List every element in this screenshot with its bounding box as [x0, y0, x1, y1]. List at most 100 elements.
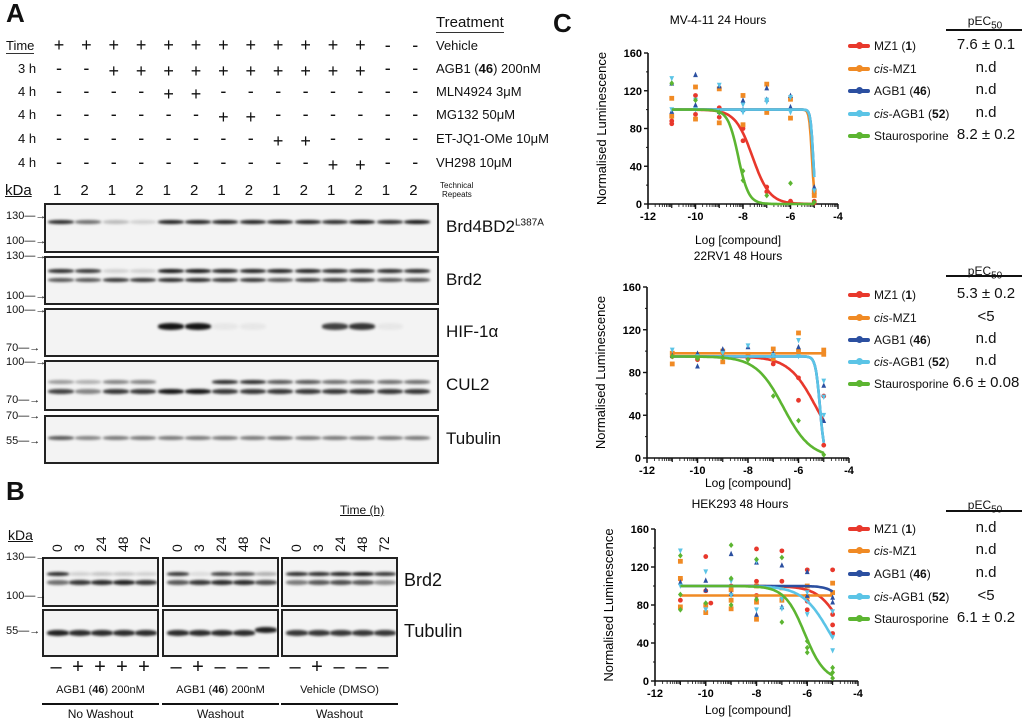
minus-sign: - — [275, 152, 282, 172]
minus-sign: - — [247, 152, 254, 172]
protein-band — [157, 322, 184, 330]
compound-number: 52 — [932, 590, 946, 604]
legend-item: Staurosporine — [848, 129, 949, 143]
plus-sign: + — [272, 35, 284, 55]
protein-band — [294, 388, 321, 394]
pec50-text: pEC — [967, 264, 992, 278]
protein-band — [239, 220, 266, 224]
label-part: AGB1 ( — [56, 684, 93, 696]
data-point — [703, 577, 709, 583]
protein-band — [157, 388, 184, 394]
time-header: Time — [6, 38, 35, 54]
protein-band — [267, 220, 294, 224]
data-point — [804, 649, 810, 656]
condition-label: Washout — [197, 707, 244, 721]
protein-band — [189, 630, 211, 636]
fit-curve — [680, 584, 834, 677]
protein-band — [48, 380, 74, 384]
group-underline — [42, 703, 159, 705]
legend-text: -MZ1 — [888, 311, 917, 325]
y-axis-label: Normalised Luminescence — [594, 52, 609, 205]
plus-sign: + — [327, 35, 339, 55]
legend-text: -MZ1 — [888, 544, 917, 558]
data-point — [830, 675, 836, 682]
pec50-value: n.d — [975, 104, 997, 121]
data-point — [754, 578, 759, 584]
minus-sign: – — [170, 656, 182, 678]
data-point — [693, 93, 698, 98]
plus-sign: + — [138, 656, 150, 678]
minus-sign: - — [357, 128, 364, 148]
protein-band — [157, 278, 184, 282]
protein-band — [352, 572, 374, 576]
data-point — [728, 593, 734, 599]
plus-sign: + — [135, 35, 147, 55]
series-mz1 — [669, 354, 827, 448]
time-label: 4 h — [18, 131, 37, 146]
legend-text: ) — [912, 522, 917, 536]
arrow-right-icon: —→ — [18, 342, 41, 354]
protein-band — [212, 269, 239, 273]
data-point — [796, 343, 801, 350]
protein-band — [294, 278, 321, 282]
legend-item: cis -MZ1 — [848, 62, 917, 76]
data-point — [796, 348, 801, 354]
data-point — [788, 103, 793, 110]
plus-sign: + — [355, 155, 366, 175]
pec50-value: n.d — [975, 564, 997, 581]
minus-sign: – — [333, 656, 345, 678]
compound-number: 46 — [913, 84, 927, 98]
legend-swatch-icon — [848, 333, 870, 347]
minus-sign: - — [138, 81, 145, 101]
y-tick-label: 160 — [623, 282, 641, 294]
fit-curve — [672, 355, 826, 443]
minus-sign: - — [384, 104, 391, 124]
protein-band — [48, 220, 74, 224]
protein-band — [75, 388, 102, 394]
protein-band — [189, 572, 211, 576]
protein-band — [135, 580, 157, 585]
minus-sign: - — [56, 128, 62, 148]
blot-brd2 — [42, 557, 159, 607]
protein-band — [185, 269, 211, 273]
data-point — [703, 554, 709, 559]
protein-band — [167, 580, 189, 585]
data-point — [830, 609, 836, 615]
protein-band — [233, 580, 255, 585]
minus-sign: - — [330, 128, 336, 148]
protein-band — [349, 220, 376, 224]
data-point — [779, 548, 785, 554]
protein-band — [212, 388, 239, 394]
minus-sign: - — [384, 81, 391, 101]
chart-3: HEK293 48 Hours Log [compound] Normalised … — [601, 497, 864, 717]
data-point — [821, 382, 827, 388]
compound-number: 46 — [92, 684, 105, 696]
protein-band — [47, 630, 69, 636]
arrow-right-icon: —→ — [18, 625, 41, 637]
data-point — [804, 612, 810, 618]
protein-band — [267, 269, 294, 273]
group-underline — [281, 703, 398, 705]
minus-sign: – — [50, 656, 62, 678]
data-point — [728, 587, 734, 593]
legend-text: MZ1 ( — [874, 288, 906, 302]
minus-sign: – — [258, 656, 270, 678]
data-point — [804, 568, 810, 575]
x-tick-label: -10 — [690, 465, 706, 477]
y-tick-label: 0 — [636, 199, 642, 211]
legend-swatch-icon — [848, 567, 870, 581]
protein-band — [47, 572, 69, 576]
protein-band — [255, 572, 277, 576]
protein-band — [185, 436, 211, 440]
protein-band — [239, 380, 266, 384]
data-point — [728, 578, 734, 585]
minus-sign: - — [138, 152, 145, 172]
data-point — [821, 412, 827, 419]
x-tick-label: -8 — [752, 688, 762, 700]
y-tick-label: 80 — [637, 600, 649, 612]
y-tick-label: 160 — [624, 48, 642, 60]
chart-2: 22RV1 48 Hours Log [compound] Normalised L… — [593, 249, 855, 490]
protein-band — [349, 269, 376, 273]
legend-text: AGB1 ( — [874, 333, 914, 347]
compound-number: 1 — [905, 39, 913, 53]
